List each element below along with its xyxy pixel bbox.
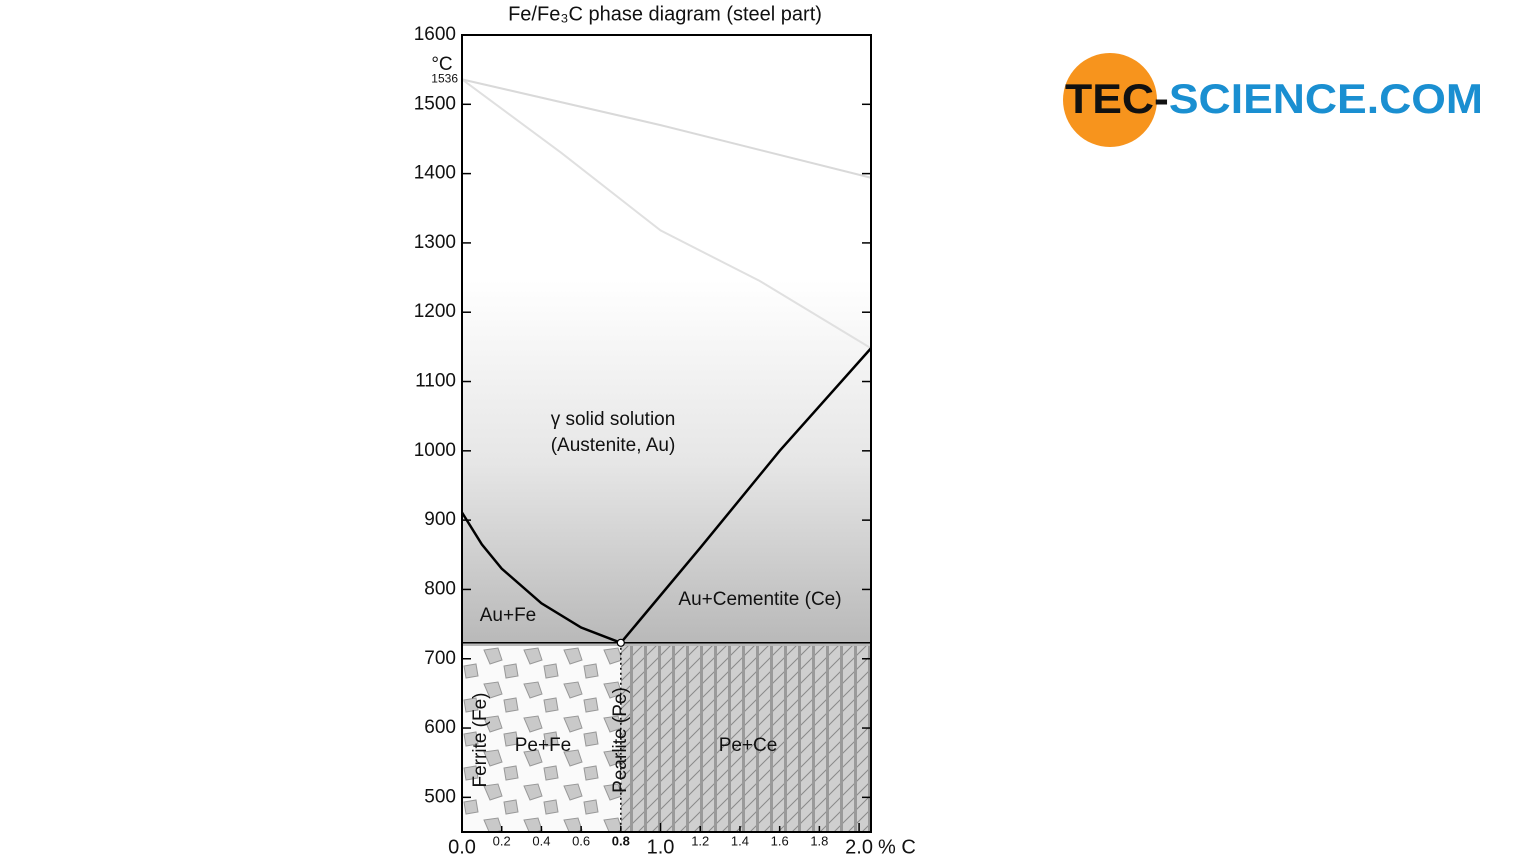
background-texture: [462, 280, 871, 832]
y-tick-label: 1600: [414, 24, 456, 45]
x-tick-label: 0.8: [612, 833, 630, 848]
chart-title: Fe/Fe₃C phase diagram (steel part): [508, 3, 822, 25]
y-tick-label: 1500: [414, 93, 456, 114]
phase-boundary: [461, 78, 872, 350]
x-tick-label: 0.0: [448, 836, 476, 858]
y-tick-label: 600: [424, 717, 456, 738]
x-tick-label: 0.4: [532, 833, 550, 848]
x-tick-label: 1.6: [771, 833, 789, 848]
phase-boundary: [619, 347, 872, 644]
logo[interactable]: TEC- SCIENCE.COM: [1065, 75, 1483, 122]
region-label: γ solid solution: [551, 409, 676, 430]
x-tick-label: 1.2: [691, 833, 709, 848]
y-tick-label: 1100: [415, 371, 456, 392]
region-label: (Austenite, Au): [551, 435, 676, 456]
region-label: Ferrite (Fe): [470, 693, 491, 788]
x-tick-label: 0.6: [572, 833, 590, 848]
y-tick-label: 700: [424, 648, 456, 669]
region-label: Au+Fe: [480, 605, 537, 626]
x-tick-label: 1.0: [647, 836, 675, 858]
y-tick-label: 1300: [414, 232, 456, 253]
y-tick-label: 1000: [414, 440, 456, 461]
region-label: Pearlite (Pe): [610, 687, 631, 793]
x-axis-label: % C: [878, 836, 916, 858]
phase-boundary: [461, 78, 872, 179]
x-tick-label: 1.4: [731, 833, 749, 848]
logo-light[interactable]: SCIENCE.COM: [1169, 75, 1483, 122]
logo-circle: [1063, 53, 1157, 147]
region-label: Pe+Ce: [719, 735, 778, 756]
x-tick-label: 0.2: [493, 833, 511, 848]
region-label: Au+Cementite (Ce): [678, 589, 841, 610]
y-axis-label: °C: [431, 54, 452, 75]
y-tick-label: 1400: [414, 163, 456, 184]
y-tick-label: 500: [424, 786, 456, 807]
y-marker-label: 1536: [431, 72, 458, 86]
x-tick-label: 1.8: [810, 833, 828, 848]
x-tick-label: 2.0: [845, 836, 873, 858]
plot-frame: [461, 34, 872, 833]
y-tick-label: 1200: [414, 301, 456, 322]
y-tick-label: 800: [424, 578, 456, 599]
logo-dark[interactable]: TEC-: [1065, 75, 1169, 122]
eutectoid-point: [616, 638, 625, 647]
region-label: Pe+Fe: [515, 735, 572, 756]
y-tick-label: 900: [424, 509, 456, 530]
phase-boundary: [460, 511, 622, 644]
